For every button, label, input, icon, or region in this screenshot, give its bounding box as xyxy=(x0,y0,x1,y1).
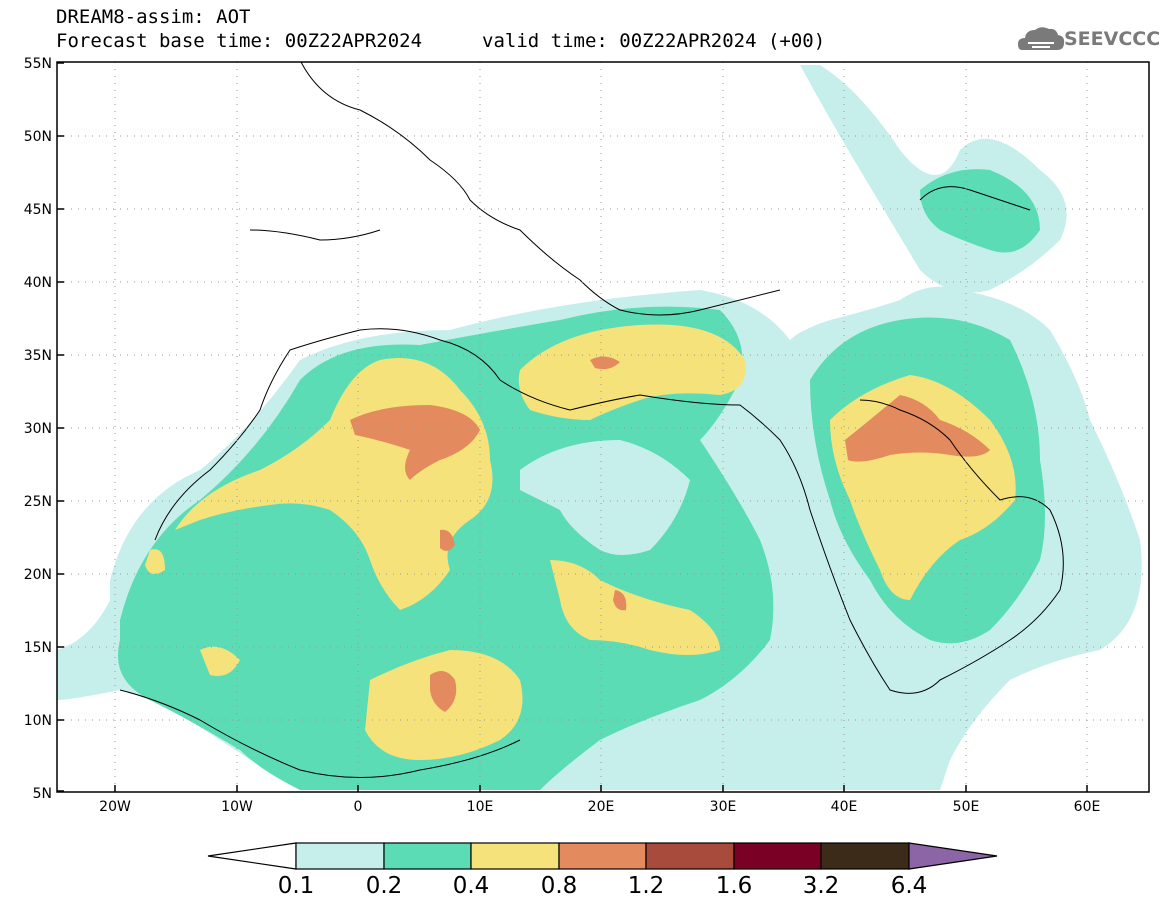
colorbar-label: 0.2 xyxy=(366,873,403,899)
colorbar-bin-0.2 xyxy=(383,842,472,870)
colorbar-bin-0.8 xyxy=(558,842,647,870)
cloud-logo-icon xyxy=(1018,27,1065,50)
lat-label: 10N xyxy=(24,713,52,729)
latitude-labels: 55N 50N 45N 40N 35N 30N 25N 20N 15N 10N … xyxy=(24,56,52,802)
lon-label: 20E xyxy=(588,799,615,815)
forecast-base-time: Forecast base time: 00Z22APR2024 xyxy=(56,30,423,52)
lon-label: 20W xyxy=(99,799,131,815)
lat-label: 5N xyxy=(33,786,52,802)
lat-label: 55N xyxy=(24,56,52,72)
colorbar-label: 1.6 xyxy=(716,873,753,899)
lon-label: 10E xyxy=(467,799,494,815)
lat-label: 45N xyxy=(24,202,52,218)
aot-field xyxy=(57,65,1142,790)
colorbar: 0.1 0.2 0.4 0.8 1.2 1.6 3.2 6.4 xyxy=(207,842,998,899)
lat-label: 35N xyxy=(24,348,52,364)
lat-label: 50N xyxy=(24,129,52,145)
lon-label: 40E xyxy=(831,799,858,815)
coastlines xyxy=(119,62,1064,778)
longitude-labels: 20W 10W 0 10E 20E 30E 40E 50E 60E xyxy=(99,799,1100,815)
colorbar-label: 0.8 xyxy=(541,873,578,899)
lat-label: 15N xyxy=(24,640,52,656)
lon-label: 10W xyxy=(221,799,253,815)
colorbar-label: 6.4 xyxy=(891,873,928,899)
axis-ticks xyxy=(57,62,1088,792)
lon-label: 50E xyxy=(953,799,980,815)
colorbar-bin-0.4 xyxy=(470,842,560,870)
lon-label: 30E xyxy=(710,799,737,815)
map-title: DREAM8-assim: AOT xyxy=(56,6,251,28)
colorbar-label: 0.4 xyxy=(453,873,490,899)
colorbar-bin-0.1 xyxy=(295,842,385,870)
lon-label: 60E xyxy=(1074,799,1101,815)
lat-label: 40N xyxy=(24,275,52,291)
lat-label: 20N xyxy=(24,567,52,583)
lat-label: 25N xyxy=(24,494,52,510)
colorbar-bin-3.2 xyxy=(820,842,910,870)
valid-time: valid time: 00Z22APR2024 (+00) xyxy=(482,30,826,52)
colorbar-label: 3.2 xyxy=(803,873,840,899)
lat-label: 30N xyxy=(24,421,52,437)
colorbar-label: 0.1 xyxy=(278,873,315,899)
colorbar-over-triangle xyxy=(908,842,998,870)
colorbar-bin-1.6 xyxy=(733,842,822,870)
grid xyxy=(57,62,1149,792)
colorbar-under-triangle xyxy=(207,842,297,870)
colorbar-label: 1.2 xyxy=(628,873,665,899)
map-frame xyxy=(56,61,1150,793)
logo-text: SEEVCCC xyxy=(1064,28,1161,50)
colorbar-bin-1.2 xyxy=(645,842,735,870)
lon-label: 0 xyxy=(354,799,363,815)
